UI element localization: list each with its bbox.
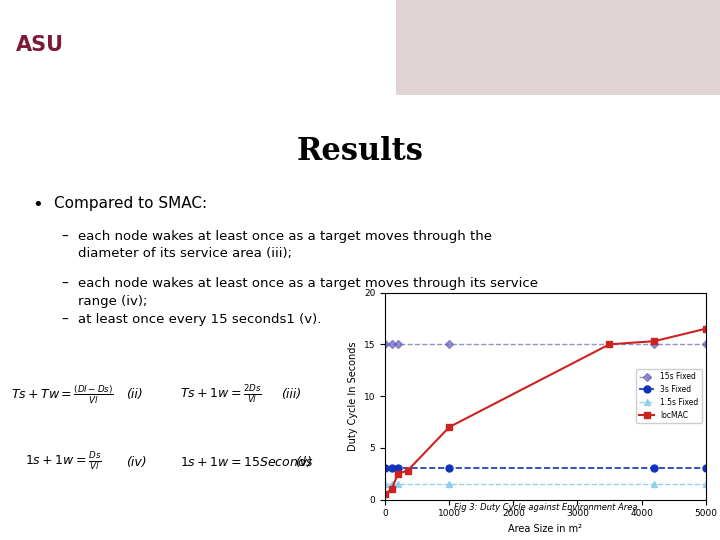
locMAC <box>650 338 659 345</box>
Text: ASU: ASU <box>16 35 64 56</box>
15s Fixed <box>381 341 390 348</box>
1.5s Fixed <box>381 481 390 487</box>
Text: each node wakes at least once as a target moves through its service
range (iv);: each node wakes at least once as a targe… <box>78 278 538 308</box>
3s Fixed <box>650 465 659 472</box>
FancyBboxPatch shape <box>13 14 85 80</box>
15s Fixed <box>650 341 659 348</box>
X-axis label: Area Size in m²: Area Size in m² <box>508 524 582 534</box>
locMAC <box>387 486 396 492</box>
Text: Compared to SMAC:: Compared to SMAC: <box>54 196 207 211</box>
15s Fixed <box>701 341 710 348</box>
Text: (ii): (ii) <box>126 388 143 401</box>
15s Fixed <box>445 341 454 348</box>
locMAC <box>701 326 710 332</box>
Text: (v): (v) <box>295 456 312 469</box>
Text: (iv): (iv) <box>126 456 147 469</box>
locMAC <box>605 341 613 348</box>
1.5s Fixed <box>650 481 659 487</box>
15s Fixed <box>394 341 402 348</box>
Text: –: – <box>61 313 68 327</box>
3s Fixed <box>387 465 396 472</box>
1.5s Fixed <box>387 481 396 487</box>
1.5s Fixed <box>445 481 454 487</box>
Text: –: – <box>61 278 68 292</box>
Text: each node wakes at least once as a target moves through the
diameter of its serv: each node wakes at least once as a targe… <box>78 230 492 260</box>
Line: 1.5s Fixed: 1.5s Fixed <box>382 481 708 487</box>
locMAC <box>394 470 402 477</box>
Y-axis label: Duty Cycle In Seconds: Duty Cycle In Seconds <box>348 341 359 451</box>
Text: $1s + 1w = 15Seconds$: $1s + 1w = 15Seconds$ <box>180 455 313 469</box>
Text: $Ts + Tw = \frac{(Dl - Ds)}{Vl}$: $Ts + Tw = \frac{(Dl - Ds)}{Vl}$ <box>11 383 114 406</box>
Text: •: • <box>32 196 43 214</box>
3s Fixed <box>701 465 710 472</box>
Text: ARIZONA STATE: ARIZONA STATE <box>97 28 189 38</box>
Legend: 15s Fixed, 3s Fixed, 1.5s Fixed, locMAC: 15s Fixed, 3s Fixed, 1.5s Fixed, locMAC <box>636 369 702 423</box>
Bar <box>396 0 720 94</box>
3s Fixed <box>445 465 454 472</box>
locMAC <box>403 467 412 474</box>
Text: $1s + 1w = \frac{Ds}{Vl}$: $1s + 1w = \frac{Ds}{Vl}$ <box>25 451 102 474</box>
Text: at least once every 15 seconds1 (v).: at least once every 15 seconds1 (v). <box>78 313 321 326</box>
locMAC <box>381 491 390 497</box>
Text: Results: Results <box>297 136 423 167</box>
3s Fixed <box>394 465 402 472</box>
Line: 3s Fixed: 3s Fixed <box>382 465 709 472</box>
Text: (iii): (iii) <box>281 388 301 401</box>
1.5s Fixed <box>394 481 402 487</box>
Line: 15s Fixed: 15s Fixed <box>382 341 708 347</box>
15s Fixed <box>387 341 396 348</box>
Line: locMAC: locMAC <box>382 325 709 498</box>
locMAC <box>445 424 454 430</box>
Text: $Ts + 1w = \frac{2Ds}{Vl}$: $Ts + 1w = \frac{2Ds}{Vl}$ <box>180 383 262 406</box>
Text: UNIVERSITY: UNIVERSITY <box>97 59 168 69</box>
Text: Fig 3: Duty Cycle against Environment Area: Fig 3: Duty Cycle against Environment Ar… <box>454 503 637 512</box>
1.5s Fixed <box>701 481 710 487</box>
Text: –: – <box>61 230 68 244</box>
3s Fixed <box>381 465 390 472</box>
